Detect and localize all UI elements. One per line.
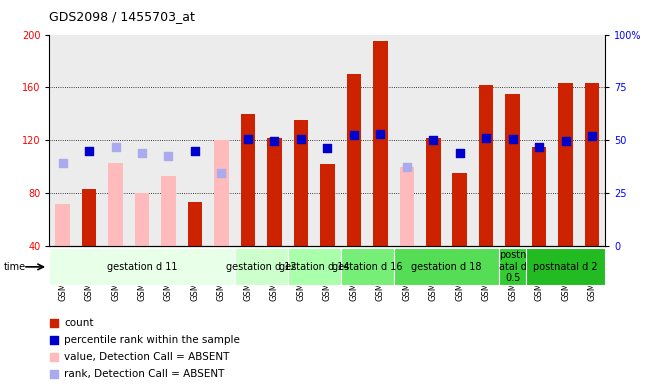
Text: gestation d 16: gestation d 16 — [332, 262, 402, 272]
Text: gestation d 18: gestation d 18 — [411, 262, 482, 272]
Text: value, Detection Call = ABSENT: value, Detection Call = ABSENT — [64, 352, 230, 362]
Bar — [214, 140, 229, 246]
Point — [243, 136, 253, 142]
Text: percentile rank within the sample: percentile rank within the sample — [64, 335, 240, 345]
Bar — [559, 83, 573, 246]
Text: time: time — [3, 262, 26, 272]
Point — [455, 150, 465, 156]
Point — [84, 148, 94, 154]
Bar — [267, 137, 282, 246]
Point — [428, 137, 438, 143]
Bar — [505, 94, 520, 246]
Text: postn
atal d
0.5: postn atal d 0.5 — [499, 250, 526, 283]
FancyBboxPatch shape — [526, 248, 605, 285]
Point — [295, 136, 306, 142]
Point — [587, 133, 597, 139]
Point — [216, 170, 227, 176]
Point — [137, 150, 147, 156]
Bar — [161, 176, 176, 246]
Point — [481, 134, 492, 141]
Bar — [453, 173, 467, 246]
Bar — [373, 41, 388, 246]
FancyBboxPatch shape — [49, 248, 235, 285]
Bar — [188, 202, 202, 246]
Bar — [82, 189, 96, 246]
Point — [561, 138, 571, 144]
FancyBboxPatch shape — [235, 248, 288, 285]
Bar — [135, 193, 149, 246]
FancyBboxPatch shape — [341, 248, 393, 285]
Bar — [320, 164, 335, 246]
Text: GDS2098 / 1455703_at: GDS2098 / 1455703_at — [49, 10, 195, 23]
Bar — [585, 83, 599, 246]
Bar — [55, 204, 70, 246]
Bar — [479, 85, 494, 246]
FancyBboxPatch shape — [499, 248, 526, 285]
Text: gestation d 11: gestation d 11 — [107, 262, 177, 272]
Text: rank, Detection Call = ABSENT: rank, Detection Call = ABSENT — [64, 369, 224, 379]
Point — [507, 136, 518, 142]
Point — [49, 354, 60, 360]
Text: gestation d 12: gestation d 12 — [226, 262, 297, 272]
Point — [190, 148, 200, 154]
Point — [534, 144, 544, 150]
Point — [49, 337, 60, 343]
Point — [375, 131, 386, 137]
Text: gestation d 14: gestation d 14 — [279, 262, 349, 272]
Text: count: count — [64, 318, 93, 328]
Point — [269, 138, 280, 144]
Text: postnatal d 2: postnatal d 2 — [534, 262, 598, 272]
Point — [322, 145, 332, 151]
Point — [49, 371, 60, 377]
Point — [111, 144, 121, 150]
Bar — [347, 74, 361, 246]
Bar — [426, 137, 441, 246]
Bar — [293, 120, 308, 246]
Point — [401, 164, 412, 170]
Bar — [399, 167, 414, 246]
FancyBboxPatch shape — [288, 248, 341, 285]
Point — [57, 159, 68, 166]
Bar — [241, 114, 255, 246]
Point — [163, 153, 174, 159]
Point — [49, 319, 60, 326]
Bar — [109, 162, 123, 246]
FancyBboxPatch shape — [393, 248, 499, 285]
Point — [349, 132, 359, 138]
Bar — [532, 147, 546, 246]
